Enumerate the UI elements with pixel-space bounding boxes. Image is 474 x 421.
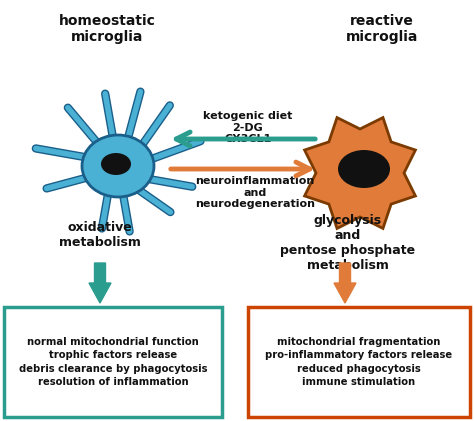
Text: ketogenic diet
2-DG
CX3CL1: ketogenic diet 2-DG CX3CL1 <box>203 111 292 144</box>
Ellipse shape <box>101 153 131 175</box>
Text: homeostatic
microglia: homeostatic microglia <box>59 14 155 44</box>
Text: reactive
microglia: reactive microglia <box>346 14 418 44</box>
Polygon shape <box>89 263 111 303</box>
Text: mitochondrial fragmentation
pro-inflammatory factors release
reduced phagocytosi: mitochondrial fragmentation pro-inflamma… <box>265 337 453 387</box>
Polygon shape <box>334 263 356 303</box>
Text: neuroinflammation
and
neurodegeneration: neuroinflammation and neurodegeneration <box>195 176 315 209</box>
Polygon shape <box>305 117 415 229</box>
Ellipse shape <box>338 150 390 188</box>
Text: oxidative
metabolism: oxidative metabolism <box>59 221 141 249</box>
FancyBboxPatch shape <box>4 307 222 417</box>
Ellipse shape <box>82 135 154 197</box>
Text: normal mitochondrial function
trophic factors release
debris clearance by phagoc: normal mitochondrial function trophic fa… <box>19 337 207 387</box>
FancyBboxPatch shape <box>248 307 470 417</box>
Text: glycolysis
and
pentose phosphate
metabolism: glycolysis and pentose phosphate metabol… <box>281 214 416 272</box>
